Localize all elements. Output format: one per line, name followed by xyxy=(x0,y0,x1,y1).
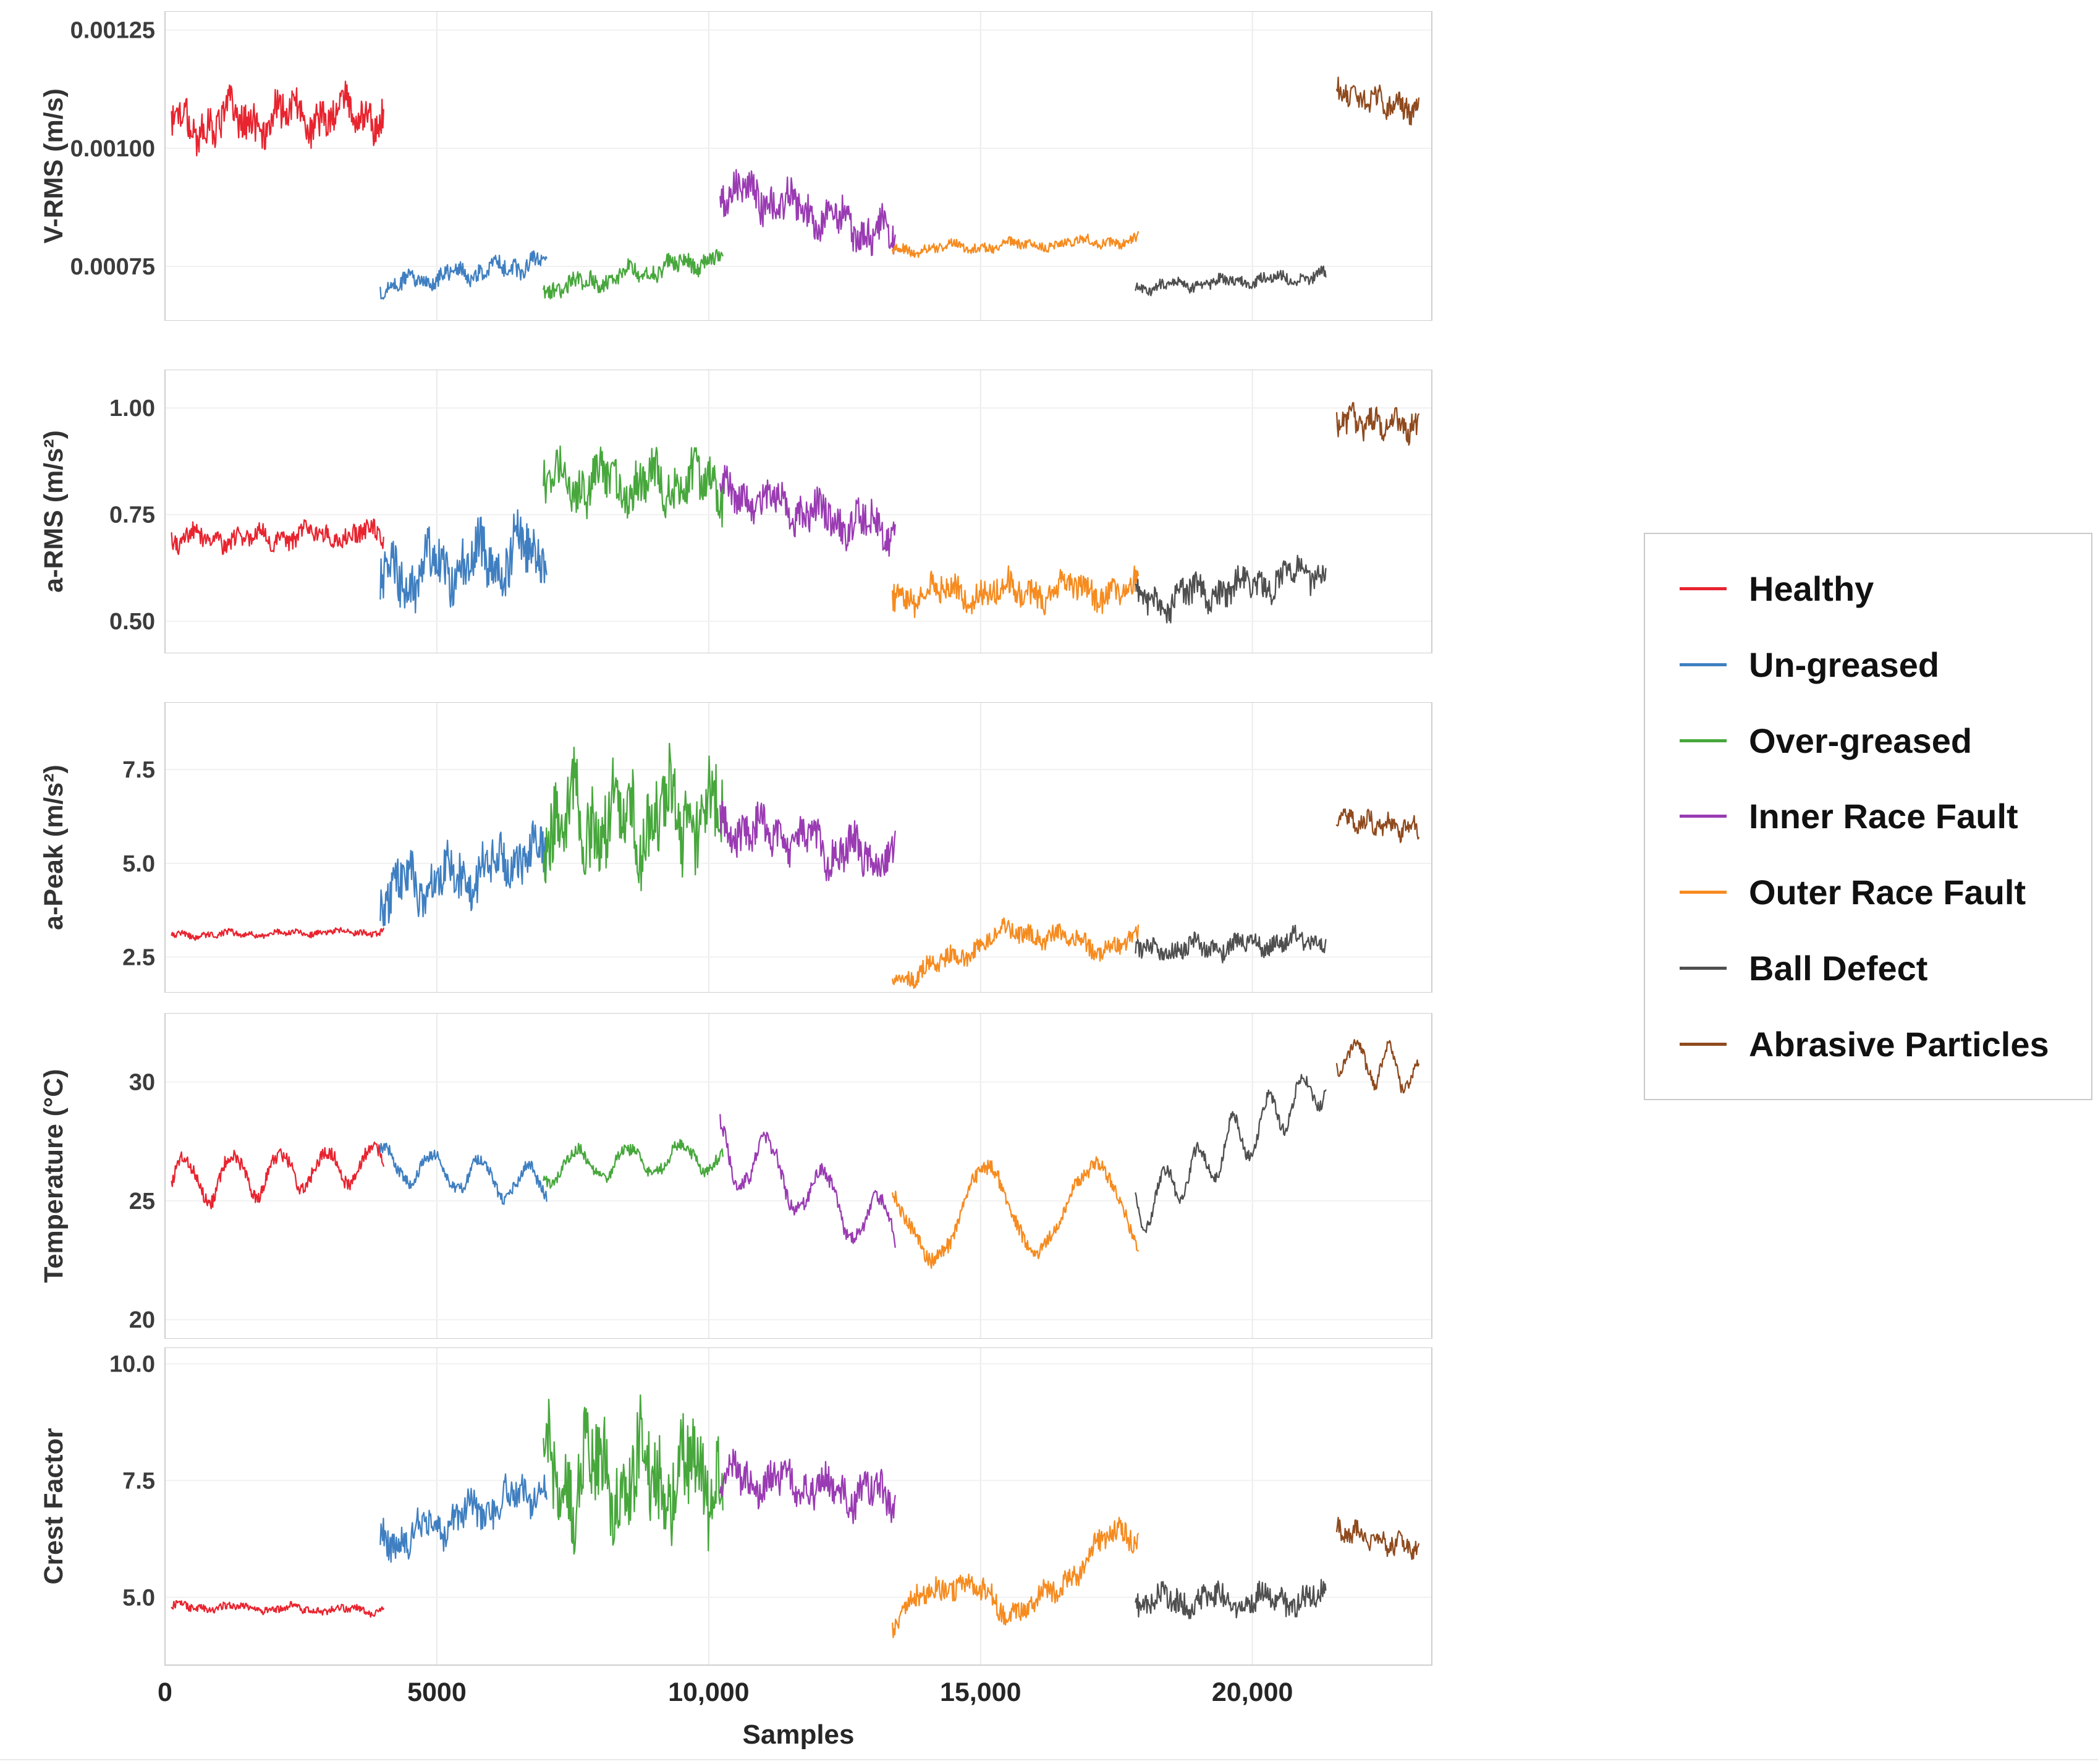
legend-item-un-greased: Un-greased xyxy=(1680,645,2079,685)
series-inner-race-fault xyxy=(719,1114,896,1249)
series-abrasive-particles xyxy=(1335,808,1420,844)
legend-label: Ball Defect xyxy=(1749,949,1928,988)
legend-item-outer-race-fault: Outer Race Fault xyxy=(1680,872,2079,912)
legend-item-healthy: Healthy xyxy=(1680,569,2079,609)
y-tick-label: 25 xyxy=(129,1189,155,1215)
series-un-greased xyxy=(379,1142,548,1205)
y-tick-label: 2.5 xyxy=(122,944,155,970)
chart-svg-a-rms: 0.50 0.75 1.00 a-RMS (m/s²) xyxy=(39,370,1432,653)
y-axis-label: Temperature (°C) xyxy=(39,1069,69,1283)
y-tick-label: 0.00075 xyxy=(70,254,155,280)
chart-svg-a-peak: 2.5 5.0 7.5 a-Peak (m/s²) xyxy=(39,702,1432,993)
series-over-greased xyxy=(543,742,724,891)
legend-label: Un-greased xyxy=(1749,645,1940,684)
series-ball-defect xyxy=(1135,554,1327,624)
y-axis-label: Crest Factor xyxy=(39,1428,69,1585)
y-tick-label: 5.0 xyxy=(122,1585,155,1611)
y-tick-label: 7.5 xyxy=(122,757,155,783)
series-un-greased xyxy=(379,1473,548,1563)
panel-crest-factor: 5.0 7.5 10.0 Crest Factor 0 5000 10,000 15,000 2… xyxy=(34,1347,1455,1724)
series-outer-race-fault xyxy=(892,565,1140,618)
x-tick-label: 0 xyxy=(158,1677,172,1707)
x-tick-label: 10,000 xyxy=(668,1677,750,1707)
y-axis-label: a-RMS (m/s²) xyxy=(39,430,69,593)
y-tick-label: 20 xyxy=(129,1307,155,1333)
legend-label: Abrasive Particles xyxy=(1749,1024,2049,1064)
series-outer-race-fault xyxy=(892,1156,1140,1269)
series-abrasive-particles xyxy=(1335,76,1420,126)
series-un-greased xyxy=(379,509,548,614)
y-tick-label: 10.0 xyxy=(109,1351,155,1377)
series-healthy xyxy=(171,80,384,156)
series-healthy xyxy=(171,518,384,556)
panel-a-rms: 0.50 0.75 1.00 a-RMS (m/s²) xyxy=(34,370,1455,653)
series-abrasive-particles xyxy=(1335,1039,1420,1094)
series-ball-defect xyxy=(1135,265,1327,297)
legend-line-swatch xyxy=(1680,967,1727,970)
chart-svg-crest-factor: 5.0 7.5 10.0 Crest Factor 0 5000 10,000 15,000 2… xyxy=(39,1347,1432,1707)
legend: Healthy Un-greased Over-greased Inner Ra… xyxy=(1644,533,2092,1100)
series-ball-defect xyxy=(1135,1579,1327,1619)
y-tick-label: 0.50 xyxy=(109,609,155,635)
chart-svg-v-rms: 0.00075 0.00100 0.00125 V-RMS (m/s) xyxy=(39,11,1432,321)
series-un-greased xyxy=(379,820,548,927)
series-over-greased xyxy=(543,1139,724,1189)
series-healthy xyxy=(171,927,384,941)
series-over-greased xyxy=(543,445,724,528)
series-outer-race-fault xyxy=(892,1517,1140,1639)
x-tick-label: 20,000 xyxy=(1212,1677,1293,1707)
y-axis-label: V-RMS (m/s) xyxy=(39,88,69,244)
legend-line-swatch xyxy=(1680,587,1727,590)
panel-temperature: 20 25 30 Temperature (°C) xyxy=(34,1013,1455,1339)
bottom-divider xyxy=(0,1759,2098,1760)
legend-item-abrasive-particles: Abrasive Particles xyxy=(1680,1024,2079,1064)
series-outer-race-fault xyxy=(892,231,1140,258)
series-outer-race-fault xyxy=(892,917,1140,990)
series-ball-defect xyxy=(1135,924,1327,964)
y-tick-label: 5.0 xyxy=(122,851,155,877)
series-healthy xyxy=(171,1600,384,1618)
series-healthy xyxy=(171,1141,384,1210)
y-axis-label: a-Peak (m/s²) xyxy=(39,765,69,930)
chart-svg-temperature: 20 25 30 Temperature (°C) xyxy=(39,1013,1432,1339)
legend-item-inner-race-fault: Inner Race Fault xyxy=(1680,796,2079,836)
legend-line-swatch xyxy=(1680,739,1727,742)
legend-item-over-greased: Over-greased xyxy=(1680,721,2079,761)
panel-a-peak: 2.5 5.0 7.5 a-Peak (m/s²) xyxy=(34,702,1455,993)
legend-line-swatch xyxy=(1680,663,1727,666)
legend-label: Healthy xyxy=(1749,569,1874,608)
panel-v-rms: 0.00075 0.00100 0.00125 V-RMS (m/s) xyxy=(34,11,1455,321)
series-un-greased xyxy=(379,250,548,300)
legend-line-swatch xyxy=(1680,891,1727,894)
legend-item-ball-defect: Ball Defect xyxy=(1680,948,2079,988)
series-over-greased xyxy=(543,1394,724,1555)
series-abrasive-particles xyxy=(1335,402,1420,446)
x-tick-label: 15,000 xyxy=(940,1677,1022,1707)
legend-label: Outer Race Fault xyxy=(1749,873,2026,912)
series-inner-race-fault xyxy=(719,800,896,881)
y-tick-label: 0.75 xyxy=(109,502,155,528)
legend-line-swatch xyxy=(1680,1042,1727,1046)
x-axis-label: Samples xyxy=(742,1719,855,1750)
y-tick-label: 0.00125 xyxy=(70,18,155,44)
legend-label: Over-greased xyxy=(1749,721,1973,760)
legend-line-swatch xyxy=(1680,815,1727,818)
x-tick-label: 5000 xyxy=(407,1677,467,1707)
legend-label: Inner Race Fault xyxy=(1749,797,2018,836)
y-tick-label: 30 xyxy=(129,1070,155,1096)
series-ball-defect xyxy=(1135,1074,1327,1234)
series-inner-race-fault xyxy=(719,1448,896,1524)
series-abrasive-particles xyxy=(1335,1517,1420,1561)
series-inner-race-fault xyxy=(719,169,896,257)
y-tick-label: 0.00100 xyxy=(70,136,155,162)
y-tick-label: 1.00 xyxy=(109,396,155,422)
series-over-greased xyxy=(543,248,724,300)
y-tick-label: 7.5 xyxy=(122,1468,155,1494)
series-inner-race-fault xyxy=(719,465,896,557)
